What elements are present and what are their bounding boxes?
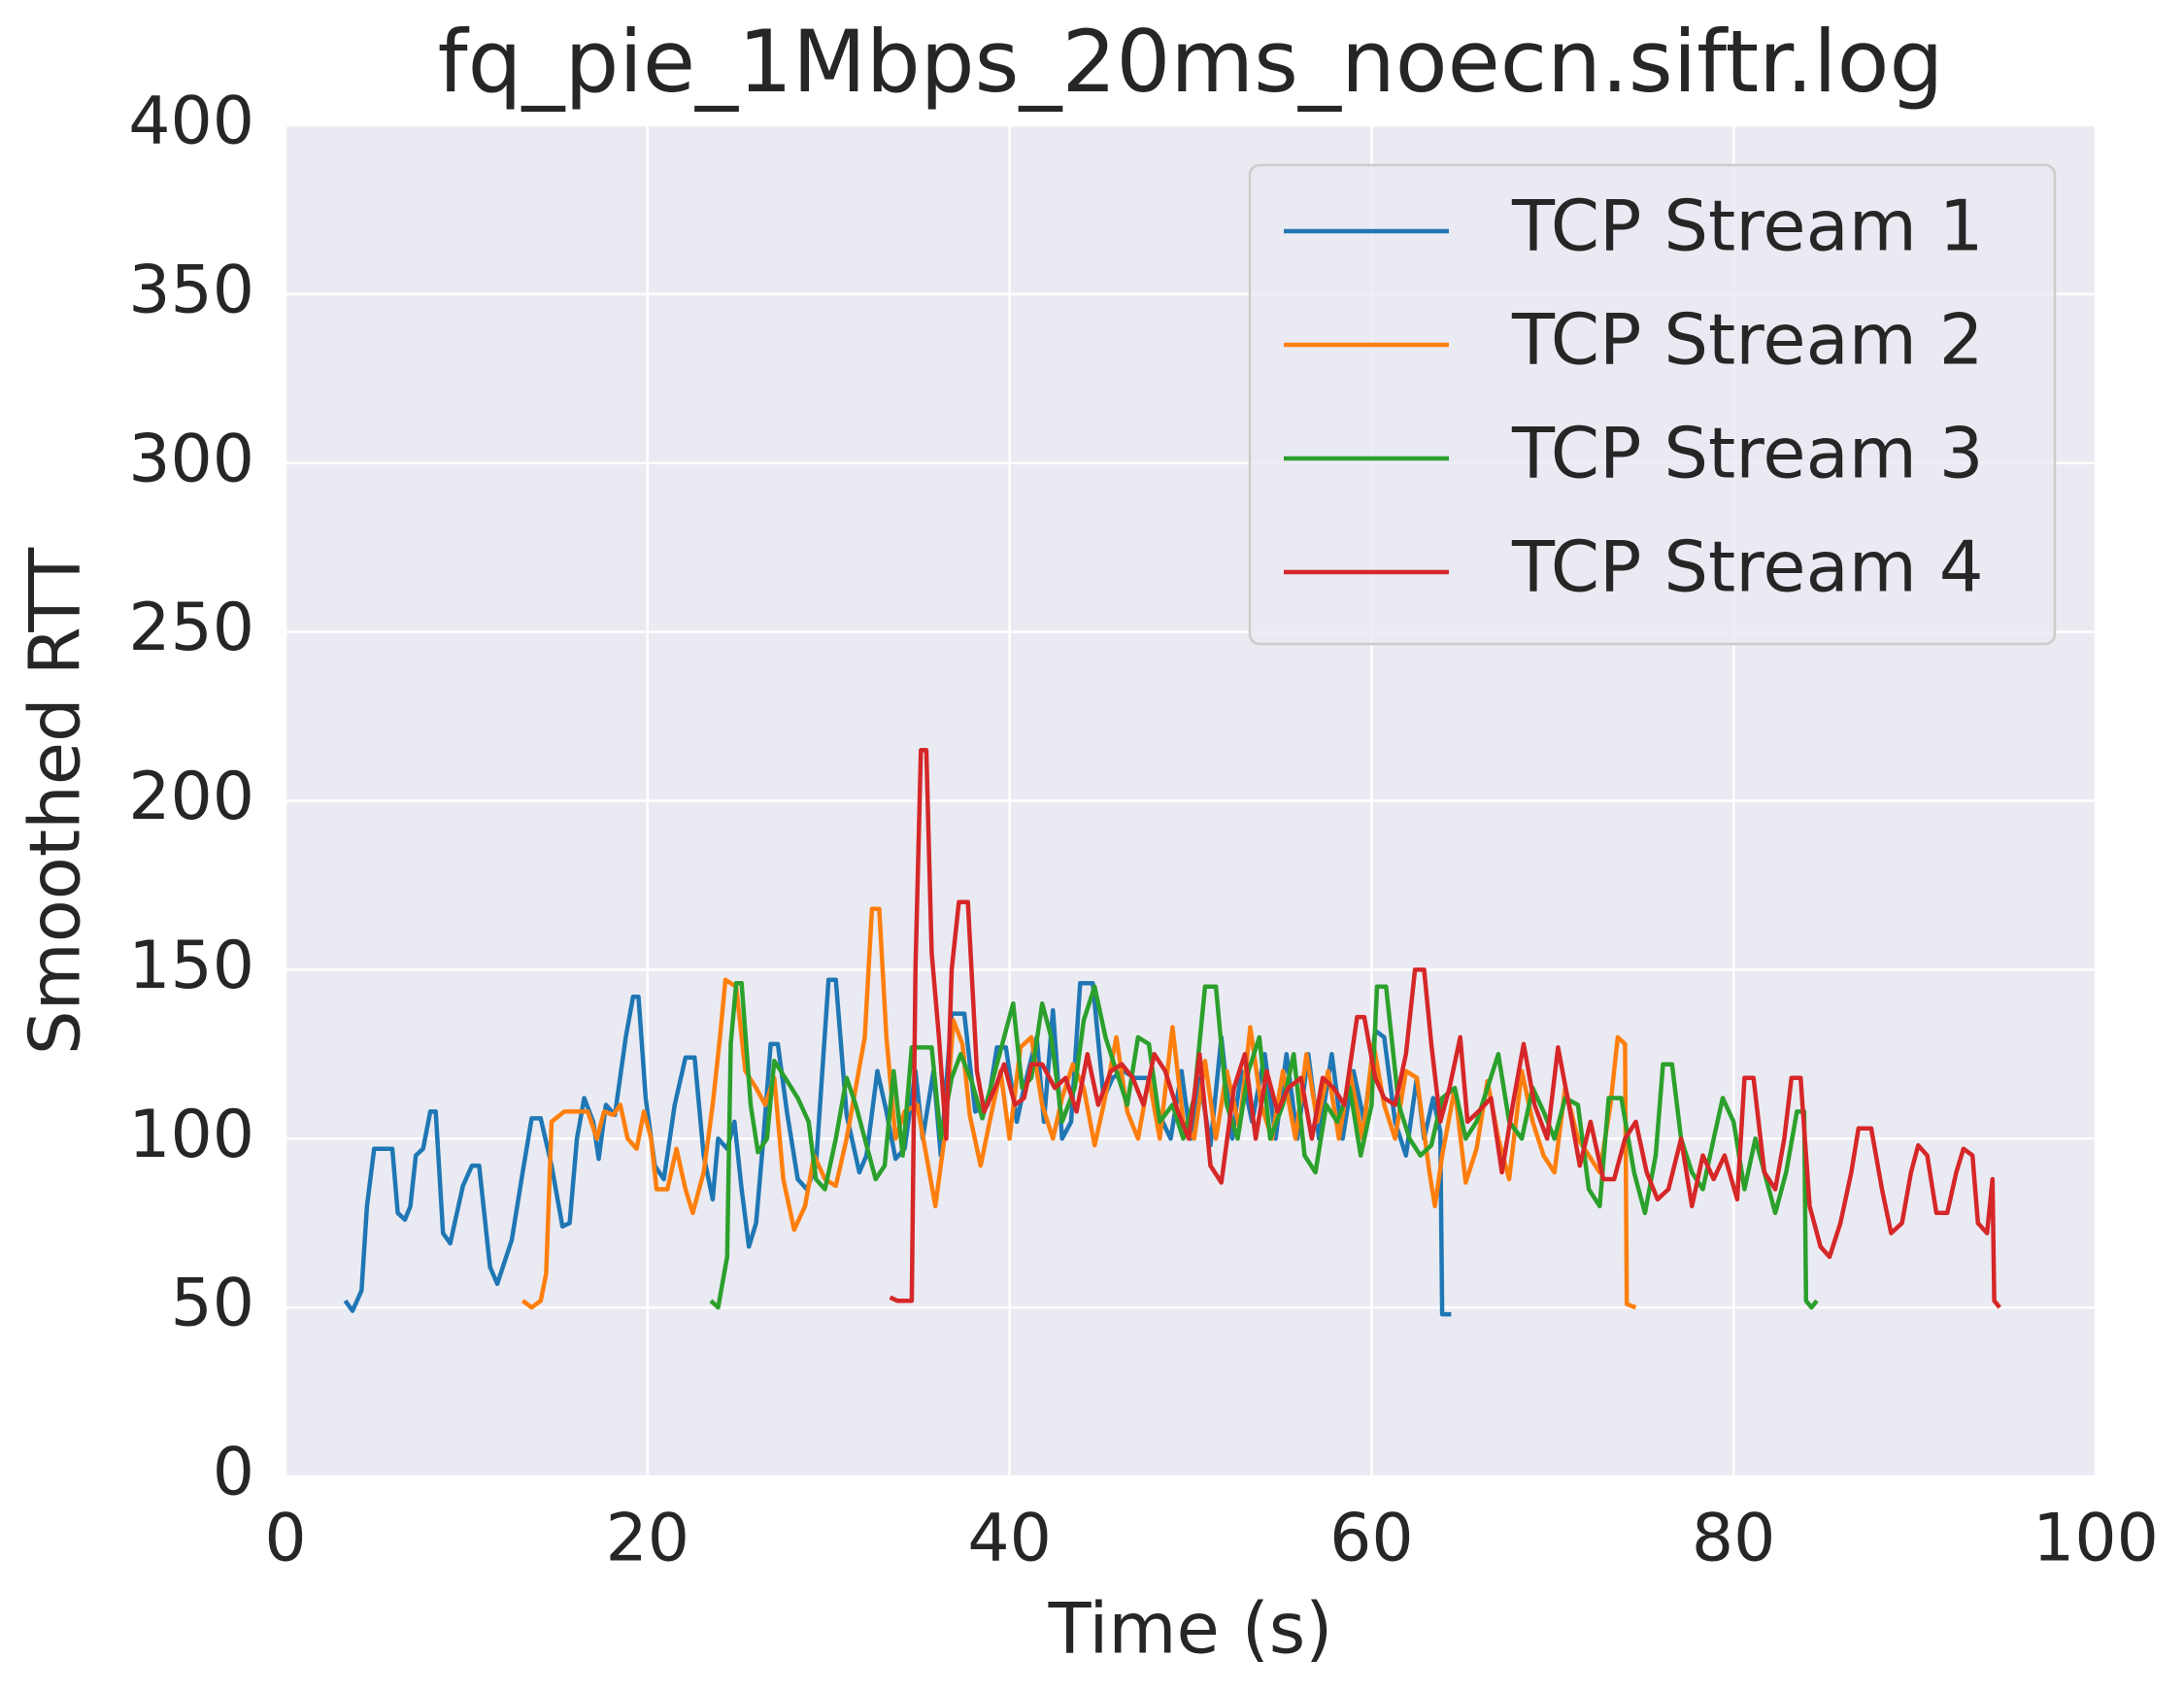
y-tick-label: 0 xyxy=(213,1435,254,1511)
x-tick-label: 100 xyxy=(2033,1501,2159,1577)
legend-label: TCP Stream 2 xyxy=(1511,299,1984,381)
y-tick-label: 200 xyxy=(128,759,254,835)
x-tick-label: 60 xyxy=(1329,1501,1414,1577)
y-tick-label: 50 xyxy=(170,1266,254,1342)
x-tick-label: 40 xyxy=(967,1501,1052,1577)
y-tick-label: 250 xyxy=(128,590,254,666)
x-tick-label: 20 xyxy=(606,1501,690,1577)
y-tick-label: 300 xyxy=(128,421,254,497)
x-tick-label: 0 xyxy=(264,1501,306,1577)
lines xyxy=(343,748,2001,1317)
x-axis-label: Time (s) xyxy=(1048,1588,1333,1670)
series-line xyxy=(521,906,1637,1310)
legend: TCP Stream 1 TCP Stream 2 TCP Stream 3 TCP … xyxy=(1248,163,2057,646)
series-line xyxy=(889,748,2001,1309)
legend-label: TCP Stream 1 xyxy=(1511,186,1984,267)
y-tick-label: 400 xyxy=(128,84,254,160)
legend-box xyxy=(1248,163,2057,646)
y-tick-label: 100 xyxy=(128,1097,254,1173)
y-tick-label: 150 xyxy=(128,928,254,1004)
x-tick-label: 80 xyxy=(1692,1501,1776,1577)
chart-title: fq_pie_1Mbps_20ms_noecn.siftr.log xyxy=(438,12,1944,112)
y-axis-label: Smoothed RTT xyxy=(15,547,96,1055)
y-tick-label: 350 xyxy=(128,252,254,328)
legend-label: TCP Stream 4 xyxy=(1511,526,1984,608)
legend-label: TCP Stream 3 xyxy=(1511,413,1984,494)
series-line xyxy=(709,981,1819,1310)
